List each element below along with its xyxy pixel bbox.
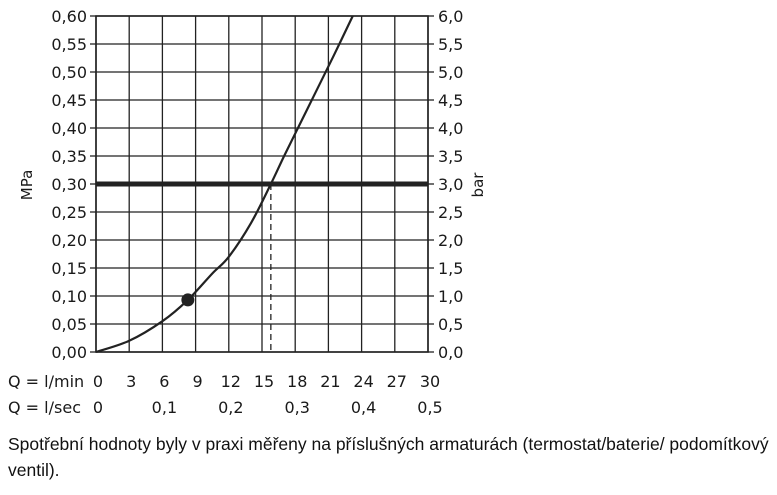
- x-tick-label-lsec: 0,1: [152, 398, 177, 417]
- x-tick-label-lmin: 24: [353, 372, 373, 391]
- x-tick-label-lmin: 30: [420, 372, 440, 391]
- y-tick-label: 0,00: [51, 343, 87, 362]
- y-tick-label: 0,10: [51, 287, 87, 306]
- caption-text: Spotřební hodnoty byly v praxi měřeny na…: [8, 434, 769, 480]
- y-tick-label: 0,35: [51, 147, 87, 166]
- x-tick-label-lmin: 18: [287, 372, 307, 391]
- x-tick-label-lmin: 0: [93, 372, 103, 391]
- x-tick-label-lmin: 9: [193, 372, 203, 391]
- x-tick-label-lsec: 0,3: [284, 398, 309, 417]
- x-axis-title-lsec: Q = l/sec: [8, 398, 81, 417]
- y2-tick-label: 4,0: [438, 119, 463, 138]
- y2-tick-label: 6,0: [438, 7, 463, 26]
- x-tick-label-lmin: 6: [159, 372, 169, 391]
- flow-curve: [95, 15, 354, 354]
- x-tick-labels: Q = l/min Q = l/sec 0 3 6 9 12 15 18 21 24 27 30 0 0,1…: [8, 372, 443, 417]
- y2-tick-label: 5,0: [438, 63, 463, 82]
- y2-tick-label: 2,0: [438, 231, 463, 250]
- y2-tick-labels-bar: 0,0 0,5 1,0 1,5 2,0 2,5 3,0 3,5 4,0 4,5 5,0 5,5 6,0: [438, 7, 463, 362]
- y2-tick-label: 1,5: [438, 259, 463, 278]
- y2-axis-title-bar: bar: [469, 172, 487, 198]
- chart-series: [95, 15, 354, 354]
- y2-tick-label: 3,0: [438, 175, 463, 194]
- y-tick-label: 0,50: [51, 63, 87, 82]
- x-tick-label-lmin: 21: [320, 372, 340, 391]
- y2-tick-label: 4,5: [438, 91, 463, 110]
- x-axis-title-lmin: Q = l/min: [8, 372, 84, 391]
- y2-tick-label: 0,5: [438, 315, 463, 334]
- y-tick-labels-mpa: 0,00 0,05 0,10 0,15 0,20 0,25 0,30 0,35 0,40 0,45…: [51, 7, 87, 362]
- chart-reference-lines: [96, 181, 428, 352]
- x-tick-label-lsec: 0: [93, 398, 103, 417]
- x-tick-label-lmin: 15: [254, 372, 274, 391]
- x-tick-label-lsec: 0,4: [351, 398, 376, 417]
- y-tick-label: 0,60: [51, 7, 87, 26]
- y2-tick-label: 1,0: [438, 287, 463, 306]
- y-tick-label: 0,05: [51, 315, 87, 334]
- y-tick-label: 0,45: [51, 91, 87, 110]
- y-tick-label: 0,40: [51, 119, 87, 138]
- x-tick-label-lmin: 3: [126, 372, 136, 391]
- x-tick-label-lsec: 0,2: [218, 398, 243, 417]
- y-tick-label: 0,55: [51, 35, 87, 54]
- y2-tick-label: 2,5: [438, 203, 463, 222]
- x-tick-label-lmin: 12: [221, 372, 241, 391]
- x-tick-label-lsec: 0,5: [417, 398, 442, 417]
- y-tick-label: 0,25: [51, 203, 87, 222]
- y-tick-label: 0,15: [51, 259, 87, 278]
- curve-marker-point: [181, 293, 195, 307]
- y-tick-label: 0,30: [51, 175, 87, 194]
- y2-tick-label: 0,0: [438, 343, 463, 362]
- y2-tick-label: 5,5: [438, 35, 463, 54]
- y-axis-title-mpa: MPa: [18, 170, 36, 201]
- flow-pressure-chart: 0,000,050,100,150,200,250,300,350,400,45…: [8, 7, 487, 417]
- x-tick-label-lmin: 27: [387, 372, 407, 391]
- y2-tick-label: 3,5: [438, 147, 463, 166]
- y-tick-label: 0,20: [51, 231, 87, 250]
